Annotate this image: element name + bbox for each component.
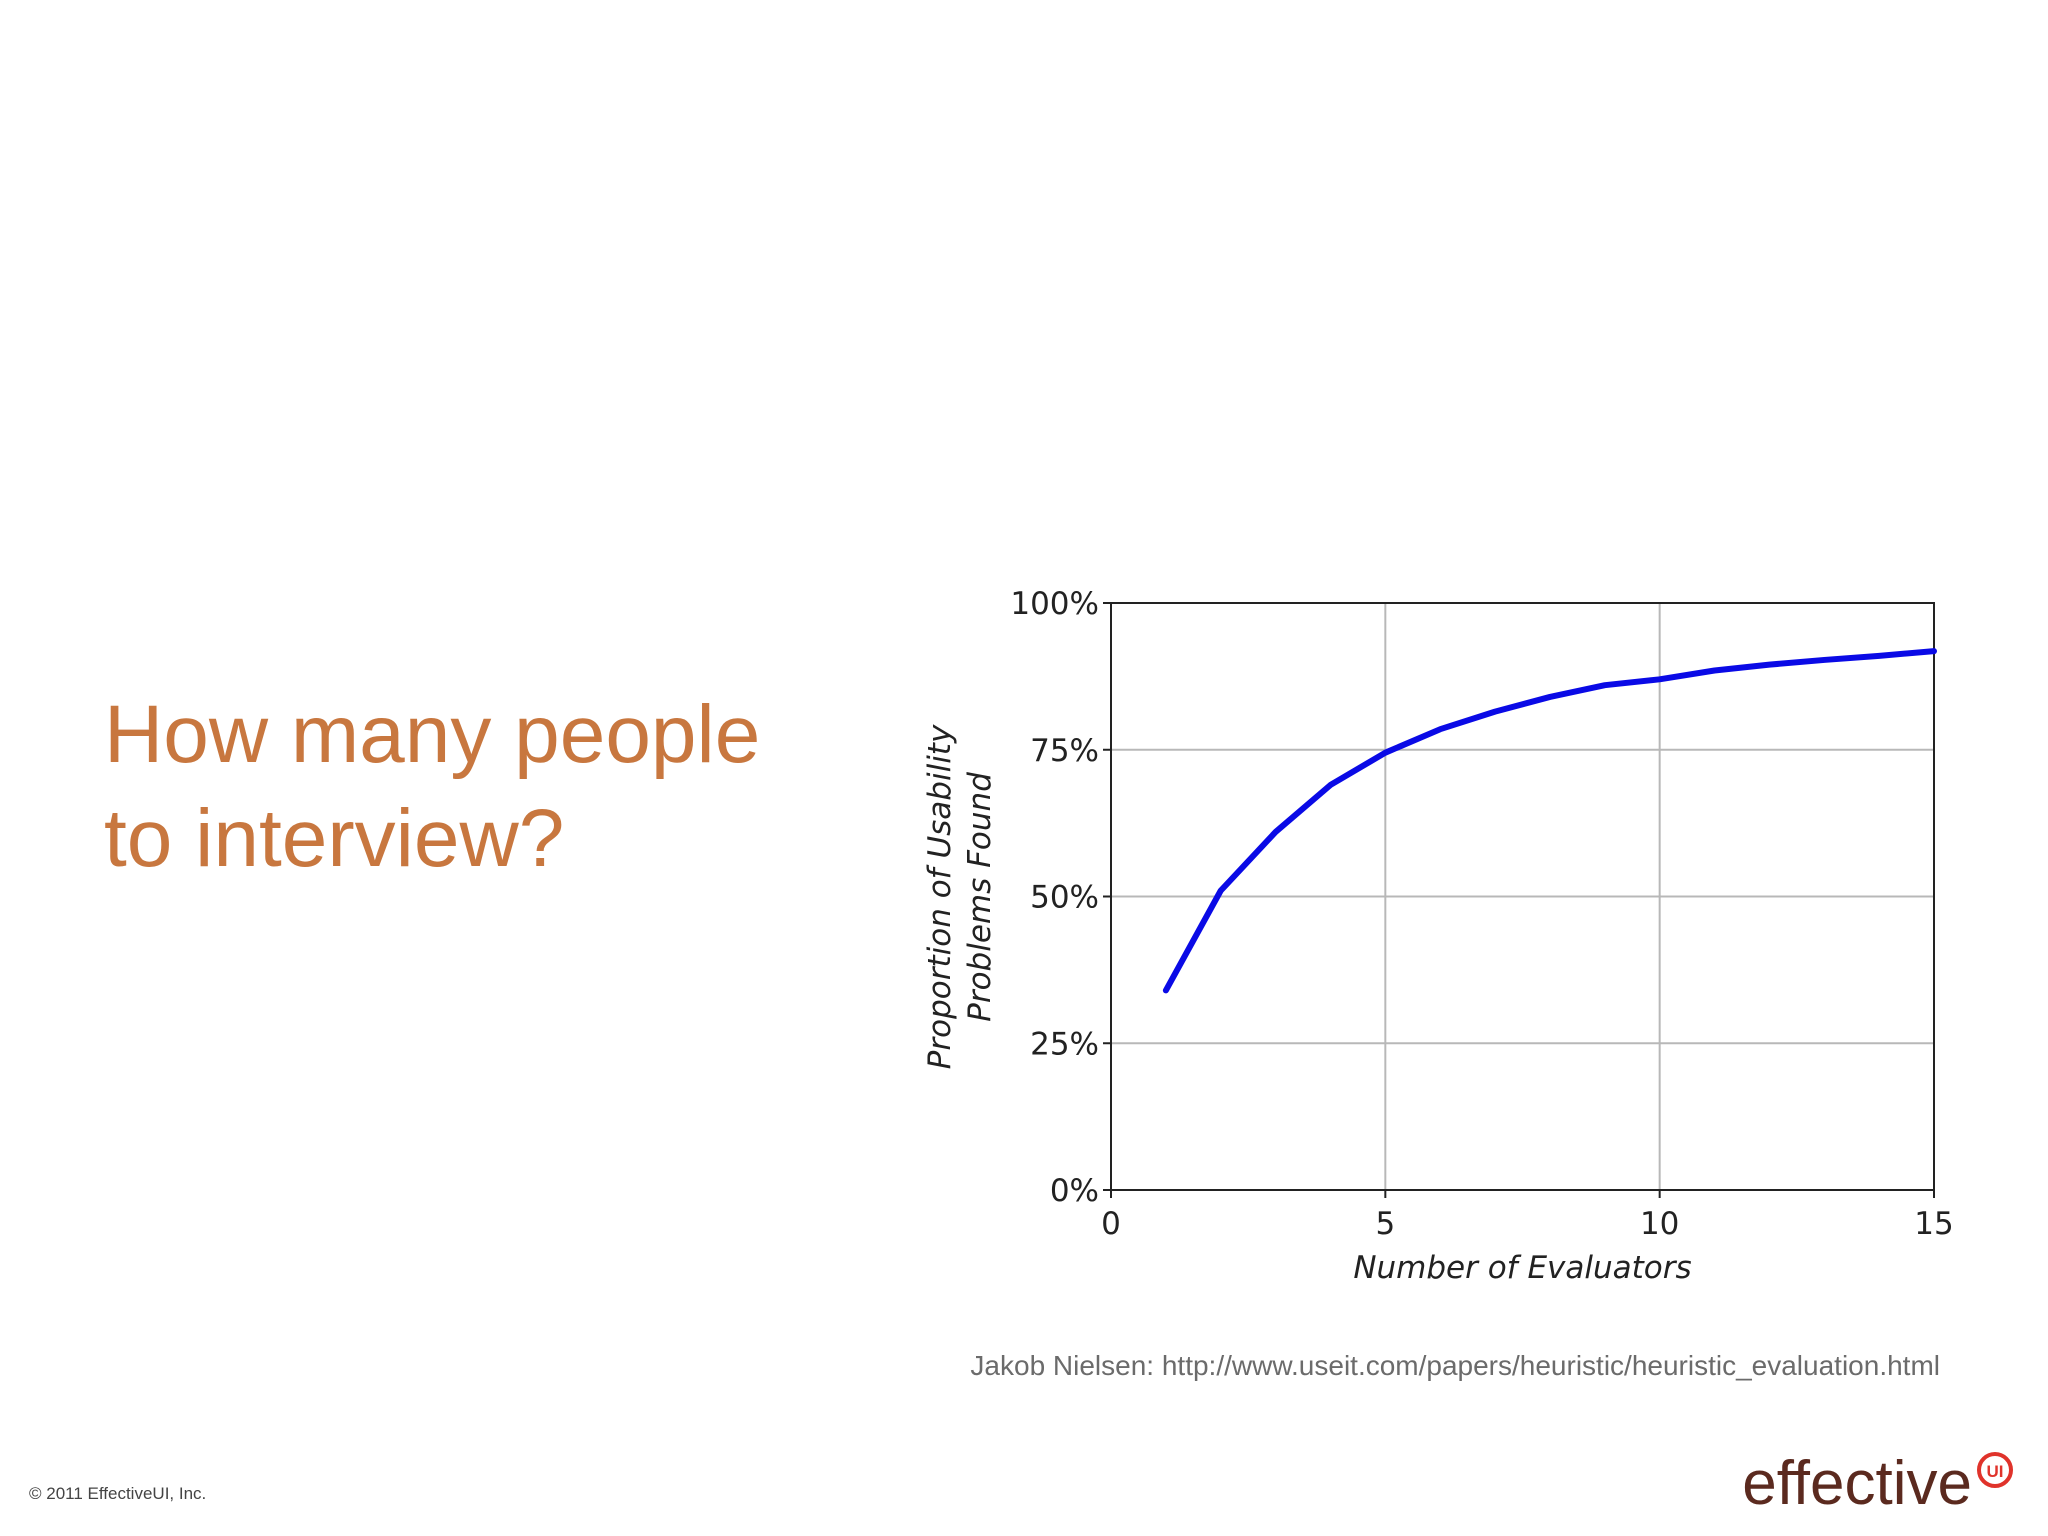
y-axis-label: Proportion of Usability <box>922 724 958 1069</box>
y-tick-label: 25% <box>1030 1026 1099 1062</box>
source-note: Jakob Nielsen: http://www.useit.com/pape… <box>970 1350 1940 1381</box>
x-axis-label: Number of Evaluators <box>1353 1250 1691 1286</box>
logo-badge: UI <box>1987 1462 2004 1481</box>
y-axis-label: Problems Found <box>962 772 998 1022</box>
copyright: © 2011 EffectiveUI, Inc. <box>29 1484 206 1503</box>
x-tick-label: 0 <box>1101 1206 1121 1242</box>
data-line <box>1162 648 1937 994</box>
y-tick-label: 100% <box>1010 586 1099 622</box>
y-tick-label: 0% <box>1050 1173 1099 1209</box>
y-tick-label: 75% <box>1030 733 1099 769</box>
logo-word: effective <box>1742 1449 1972 1518</box>
x-tick-label: 5 <box>1375 1206 1395 1242</box>
plot-frame <box>1110 602 1935 1191</box>
heading-line: How many people <box>104 689 760 780</box>
x-tick-label: 10 <box>1640 1206 1679 1242</box>
y-tick-label: 50% <box>1030 880 1099 916</box>
x-tick-label: 15 <box>1914 1206 1953 1242</box>
logo-badge-ring <box>1977 1452 2013 1488</box>
heading-line: to interview? <box>104 793 564 884</box>
